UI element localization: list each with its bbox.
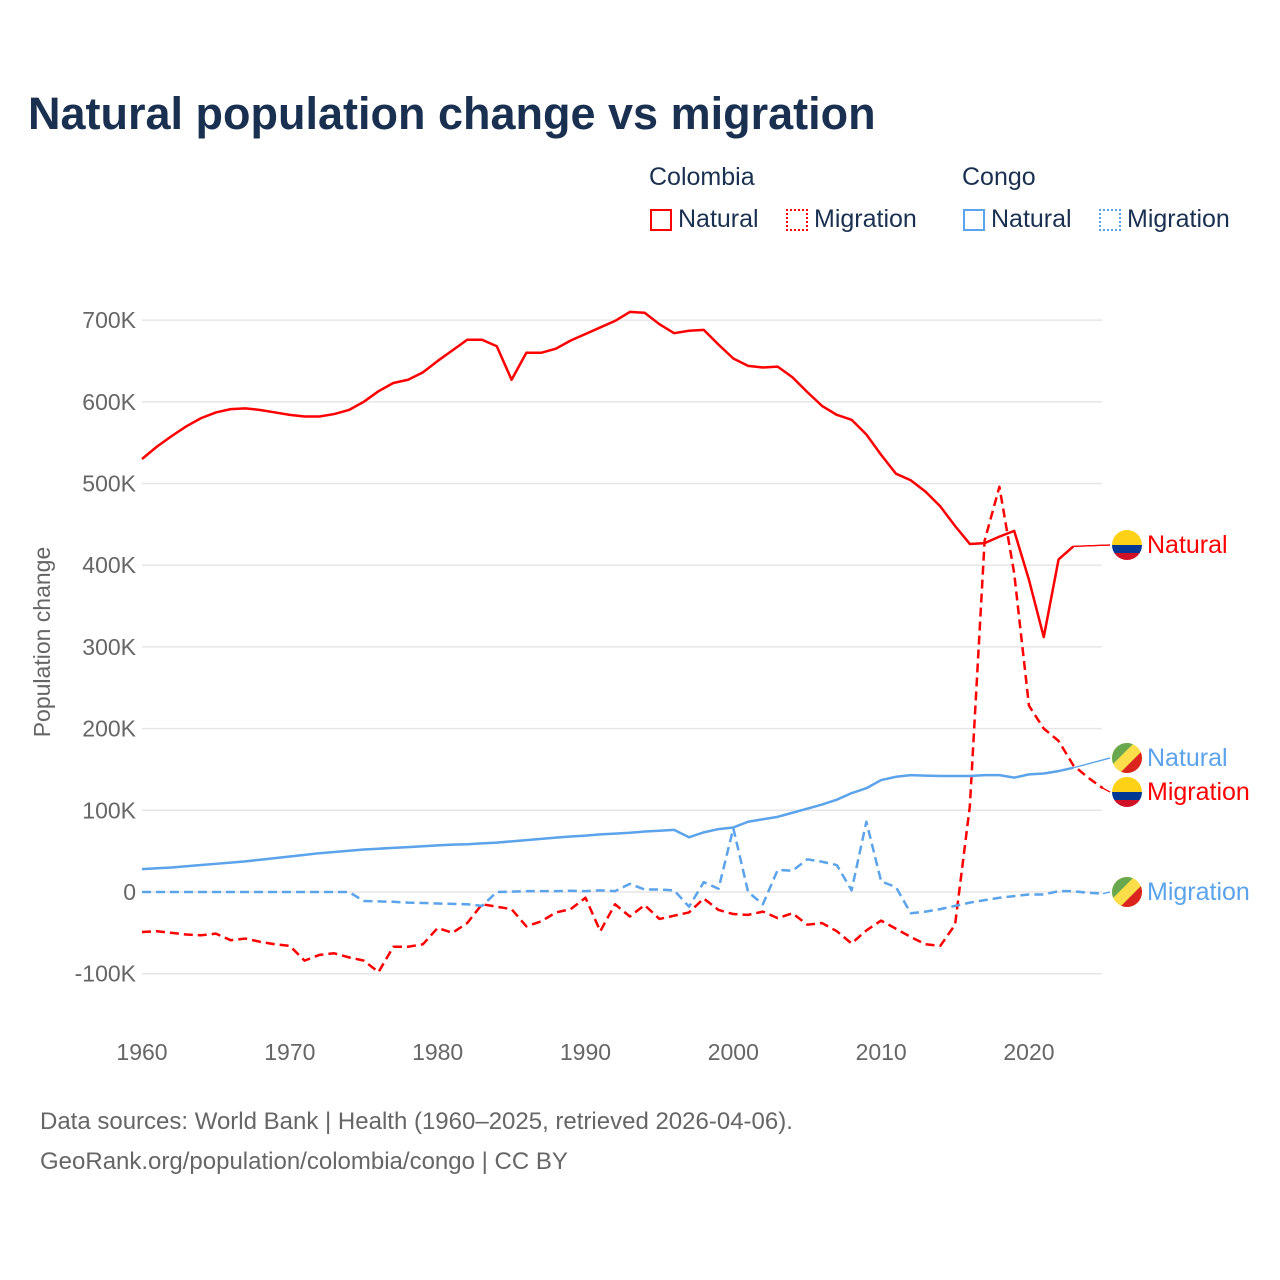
y-tick-label: 200K: [82, 716, 136, 742]
x-tick-label: 1970: [264, 1039, 315, 1065]
y-tick-label: 700K: [82, 307, 136, 333]
legend-swatch: [1099, 208, 1121, 231]
legend-label: Migration: [1127, 205, 1230, 233]
y-tick-label: 0: [123, 879, 136, 905]
legend-colombia-migration[interactable]: Migration: [786, 205, 917, 234]
x-tick-label: 2020: [1003, 1039, 1054, 1065]
legend-label: Natural: [991, 205, 1072, 233]
series-end-label: Natural: [1147, 744, 1228, 772]
series-end-label: Natural: [1147, 531, 1228, 559]
legend-swatch: [786, 208, 808, 231]
source-line: Data sources: World Bank | Health (1960–…: [40, 1108, 793, 1135]
series-line-congo-migration: [142, 820, 1103, 915]
legend-congo-migration[interactable]: Migration: [1099, 205, 1230, 234]
colombia-flag-icon: [1112, 777, 1142, 807]
legend-group-colombia: Colombia: [649, 163, 755, 191]
label-connector: [1073, 544, 1111, 548]
series-line-congo-natural: [141, 766, 1074, 871]
x-tick-label: 1960: [116, 1039, 167, 1065]
legend-swatch: [650, 208, 672, 231]
x-tick-label: 1990: [560, 1039, 611, 1065]
x-tick-label: 2000: [708, 1039, 759, 1065]
label-connector: [1073, 757, 1111, 769]
label-connector: [1102, 787, 1111, 793]
series-line-colombia-natural: [141, 310, 1075, 639]
congo-flag-icon: [1112, 743, 1142, 773]
x-tick-label: 2010: [856, 1039, 907, 1065]
colombia-flag-icon: [1112, 530, 1142, 560]
y-tick-label: -100K: [75, 961, 137, 987]
legend-swatch: [963, 208, 985, 231]
y-tick-label: 400K: [82, 552, 136, 578]
series-end-label: Migration: [1147, 778, 1250, 806]
legend-label: Migration: [814, 205, 917, 233]
series-line-colombia-migration: [141, 485, 1104, 974]
y-tick-label: 100K: [82, 797, 136, 823]
x-tick-label: 1980: [412, 1039, 463, 1065]
y-axis-label: Population change: [29, 547, 55, 738]
series-end-label: Migration: [1147, 878, 1250, 906]
y-tick-label: 500K: [82, 471, 136, 497]
legend-colombia-natural[interactable]: Natural: [650, 205, 759, 234]
congo-flag-icon: [1112, 877, 1142, 907]
y-tick-label: 600K: [82, 389, 136, 415]
legend-congo-natural[interactable]: Natural: [963, 205, 1072, 234]
label-connector: [1102, 891, 1111, 895]
source-link[interactable]: GeoRank.org/population/colombia/congo | …: [40, 1148, 568, 1175]
y-tick-label: 300K: [82, 634, 136, 660]
legend-label: Natural: [678, 205, 759, 233]
legend-group-congo: Congo: [962, 163, 1036, 191]
chart-title: Natural population change vs migration: [28, 88, 876, 139]
